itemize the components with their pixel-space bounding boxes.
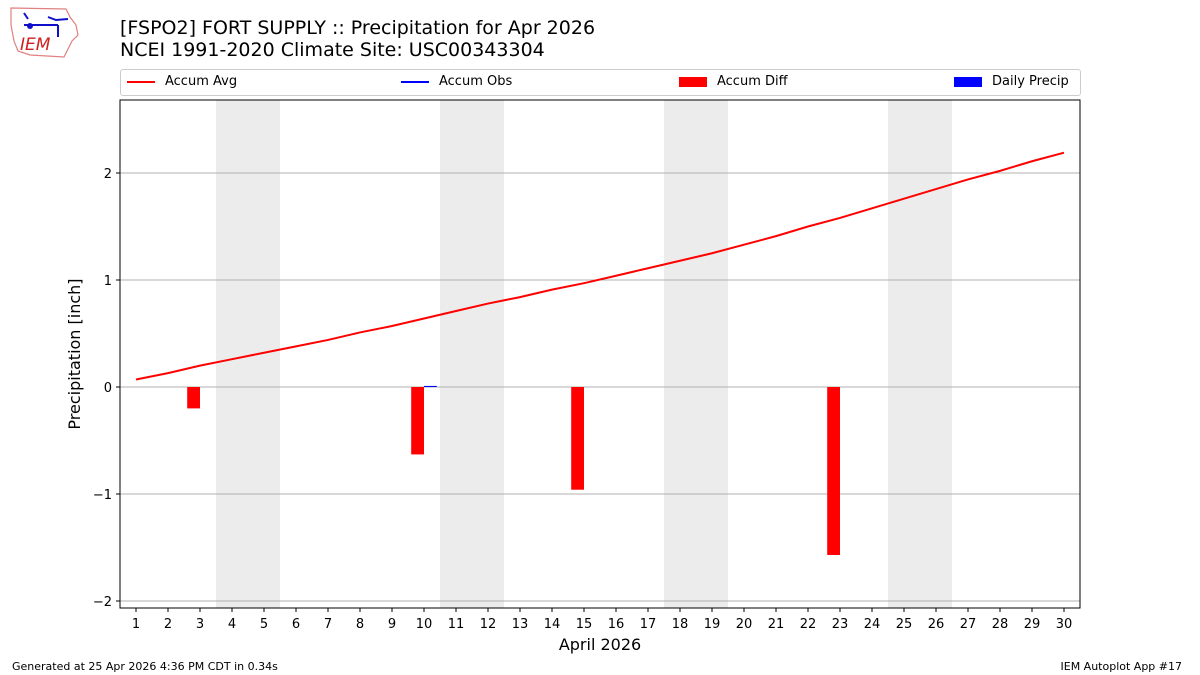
legend-label: Daily Precip	[992, 74, 1069, 89]
x-tick-label: 29	[1024, 617, 1041, 632]
accum-diff-bar	[571, 387, 584, 490]
x-tick-label: 14	[544, 617, 561, 632]
y-tick-label: −1	[93, 488, 112, 503]
x-tick-label: 22	[800, 617, 817, 632]
x-tick-label: 25	[896, 617, 913, 632]
legend-label: Accum Obs	[439, 74, 513, 89]
x-tick-label: 20	[736, 617, 753, 632]
daily-precip-bar	[424, 385, 437, 387]
x-tick-label: 28	[992, 617, 1009, 632]
x-tick-label: 26	[928, 617, 945, 632]
footer-generated: Generated at 25 Apr 2026 4:36 PM CDT in …	[12, 660, 278, 673]
x-tick-label: 6	[292, 617, 300, 632]
x-tick-label: 15	[576, 617, 593, 632]
x-tick-label: 9	[388, 617, 396, 632]
x-axis-label: April 2026	[559, 635, 641, 654]
weekend-band	[664, 100, 728, 608]
x-tick-label: 1	[132, 617, 140, 632]
x-tick-label: 23	[832, 617, 849, 632]
x-tick-label: 11	[448, 617, 465, 632]
legend: Accum Avg Accum Obs Accum Diff Daily Pre…	[120, 69, 1081, 96]
x-tick-label: 3	[196, 617, 204, 632]
legend-swatch	[679, 76, 707, 87]
x-tick-label: 7	[324, 617, 332, 632]
svg-text:IEM: IEM	[20, 35, 51, 55]
plot-frame	[119, 99, 1081, 609]
weekend-band	[216, 100, 280, 608]
x-tick-label: 4	[228, 617, 236, 632]
y-tick-label: 1	[104, 274, 112, 289]
x-tick-label: 30	[1056, 617, 1073, 632]
accum-diff-bar	[187, 387, 200, 409]
weekend-band	[440, 100, 504, 608]
legend-daily-precip: Daily Precip	[954, 74, 1069, 89]
legend-swatch	[954, 76, 982, 87]
x-tick-label: 10	[416, 617, 433, 632]
weekend-band	[888, 100, 952, 608]
x-tick-label: 12	[480, 617, 497, 632]
x-tick-label: 19	[704, 617, 721, 632]
x-tick-label: 18	[672, 617, 689, 632]
legend-swatch	[127, 80, 155, 83]
accum-diff-bar	[411, 387, 424, 455]
x-tick-label: 8	[356, 617, 364, 632]
chart-subtitle: NCEI 1991-2020 Climate Site: USC00343304	[120, 39, 545, 61]
x-tick-label: 13	[512, 617, 529, 632]
chart-title: [FSPO2] FORT SUPPLY :: Precipitation for…	[120, 17, 596, 39]
x-tick-label: 27	[960, 617, 977, 632]
legend-accum-avg: Accum Avg	[127, 74, 237, 89]
accum-diff-bar	[827, 387, 840, 555]
x-tick-label: 16	[608, 617, 625, 632]
y-axis-label: Precipitation [inch]	[65, 278, 84, 429]
x-tick-label: 2	[164, 617, 172, 632]
legend-swatch	[401, 80, 429, 83]
x-tick-label: 17	[640, 617, 657, 632]
y-tick-label: −2	[93, 595, 112, 610]
accum-avg-line	[135, 151, 1065, 381]
x-tick-label: 21	[768, 617, 785, 632]
footer-app: IEM Autoplot App #17	[1060, 660, 1183, 673]
legend-accum-obs: Accum Obs	[401, 74, 512, 89]
legend-label: Accum Diff	[717, 74, 788, 89]
iem-logo: IEM	[10, 7, 79, 58]
legend-label: Accum Avg	[165, 74, 238, 89]
x-tick-label: 24	[864, 617, 881, 632]
x-tick-label: 5	[260, 617, 268, 632]
y-tick-label: 2	[104, 167, 112, 182]
legend-accum-diff: Accum Diff	[679, 74, 788, 89]
y-tick-label: 0	[104, 381, 112, 396]
